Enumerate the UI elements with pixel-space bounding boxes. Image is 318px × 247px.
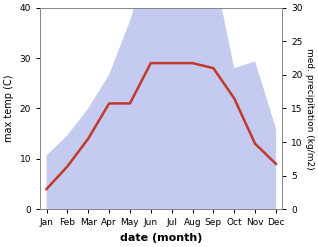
Y-axis label: med. precipitation (kg/m2): med. precipitation (kg/m2): [305, 48, 314, 169]
X-axis label: date (month): date (month): [120, 233, 203, 243]
Y-axis label: max temp (C): max temp (C): [4, 75, 14, 142]
